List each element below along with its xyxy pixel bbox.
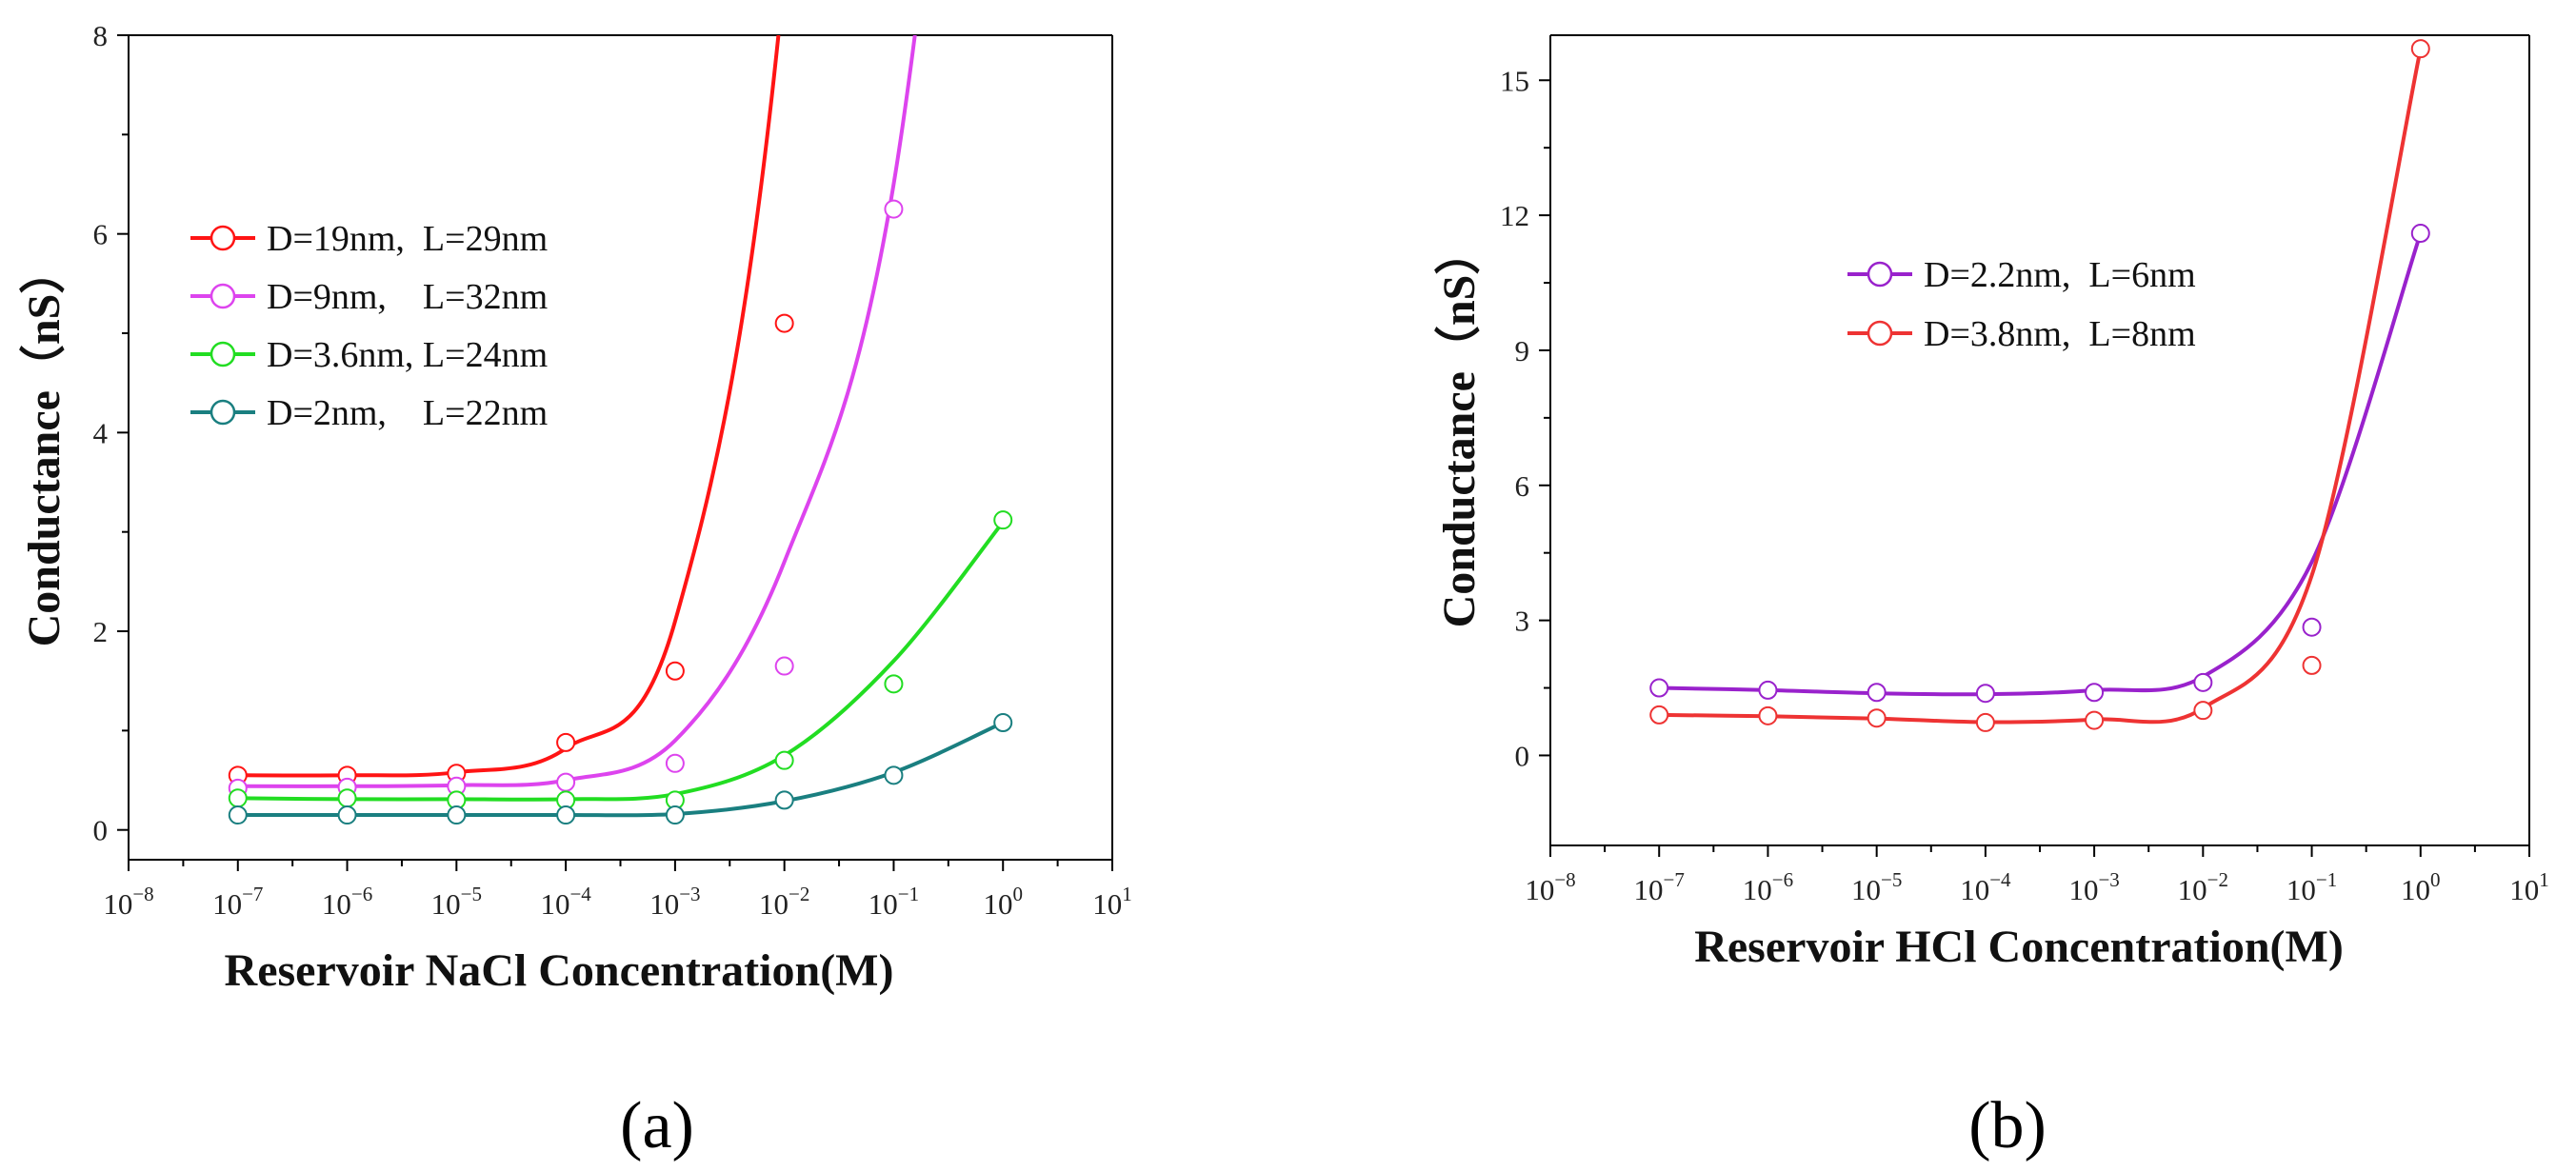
chart-b-data-point bbox=[1975, 684, 1995, 704]
chart-a-x-tick-label: 10−8 bbox=[103, 883, 153, 921]
chart-a-data-point bbox=[884, 765, 904, 785]
chart-b-y-tick-label: 6 bbox=[1515, 469, 1530, 503]
chart-b-data-point bbox=[2193, 672, 2213, 692]
chart-a-legend-label: D=19nm, L=29nm bbox=[267, 219, 548, 259]
chart-a: 10−8 10−7 10−6 10−5 10−4 10−3 10−2 10−1 100 101 0 2… bbox=[19, 19, 1132, 1162]
chart-b-x-tick-label: 10−1 bbox=[2286, 868, 2337, 906]
chart-a-legend-marker bbox=[210, 341, 236, 367]
chart-a-x-tick-label: 10−3 bbox=[649, 883, 700, 921]
chart-a-data-point bbox=[665, 661, 685, 681]
chart-a-y-axis-label: Conductance（nS） bbox=[19, 248, 70, 647]
chart-a-x-axis-label: Reservoir NaCl Concentration(M) bbox=[225, 945, 894, 996]
chart-a-data-point bbox=[774, 790, 794, 810]
chart-b-legend-label: D=2.2nm, L=6nm bbox=[1924, 255, 2196, 295]
chart-b-x-tick-label: 10−6 bbox=[1743, 868, 1793, 906]
chart-a-data-point bbox=[993, 713, 1013, 733]
chart-a-data-point bbox=[774, 313, 794, 333]
chart-a-legend-marker bbox=[210, 283, 236, 309]
chart-a-data-points bbox=[228, 199, 1013, 825]
chart-b-x-tick-label: 101 bbox=[2509, 868, 2549, 906]
chart-b-y-tick-label: 3 bbox=[1515, 605, 1530, 638]
chart-b-y-tick-label: 0 bbox=[1515, 739, 1530, 772]
chart-a-legend-label: D=9nm, L=32nm bbox=[267, 277, 548, 317]
chart-b-legend-label: D=3.8nm, L=8nm bbox=[1924, 314, 2196, 354]
chart-a-y-tick-label: 8 bbox=[93, 19, 109, 52]
chart-a-data-point bbox=[556, 732, 576, 752]
chart-b-data-points bbox=[1649, 39, 2430, 732]
chart-a-data-point bbox=[556, 772, 576, 792]
chart-b-x-tick-label: 10−7 bbox=[1634, 868, 1685, 906]
chart-a-data-point bbox=[665, 805, 685, 825]
chart-a-fit-curve-1 bbox=[237, 35, 917, 788]
chart-a-x-tick-label: 10−2 bbox=[759, 883, 809, 921]
chart-a-y-tick-label: 0 bbox=[93, 814, 109, 847]
chart-b-x-tick-label: 100 bbox=[2401, 868, 2441, 906]
chart-a-x-tick-label: 10−1 bbox=[869, 883, 919, 921]
chart-b-data-point bbox=[2085, 683, 2105, 703]
chart-a-y-tick-label: 2 bbox=[93, 615, 109, 648]
chart-b-data-point bbox=[1649, 678, 1669, 698]
chart-a-data-point bbox=[337, 805, 357, 825]
chart-a-data-point bbox=[884, 674, 904, 694]
chart-a-x-tick-label: 10−6 bbox=[322, 883, 372, 921]
chart-b-x-tick-label: 10−3 bbox=[2068, 868, 2119, 906]
chart-a-legend-marker bbox=[210, 399, 236, 426]
chart-a-legend-marker bbox=[210, 225, 236, 251]
chart-b-data-point bbox=[1649, 705, 1669, 725]
chart-b-data-point bbox=[2410, 39, 2430, 59]
chart-a-data-point bbox=[447, 805, 467, 825]
chart-b-panel-label: (b) bbox=[1968, 1089, 2047, 1162]
chart-a-x-tick-label: 10−7 bbox=[212, 883, 263, 921]
chart-a-data-point bbox=[556, 805, 576, 825]
chart-a-legend-label: D=3.6nm, L=24nm bbox=[267, 335, 548, 375]
chart-b-legend-marker bbox=[1867, 261, 1893, 288]
chart-a-data-point bbox=[774, 750, 794, 770]
chart-b-data-point bbox=[2302, 655, 2322, 675]
chart-b-data-point bbox=[2085, 710, 2105, 730]
chart-b-data-point bbox=[2193, 701, 2213, 721]
chart-b-ticks: 10−8 10−7 10−6 10−5 10−4 10−3 10−2 10−1 100 101 0 3… bbox=[1500, 64, 2549, 906]
chart-b-x-tick-label: 10−2 bbox=[2178, 868, 2228, 906]
chart-a-data-point bbox=[228, 788, 248, 808]
chart-b: 10−8 10−7 10−6 10−5 10−4 10−3 10−2 10−1 100 101 0 3… bbox=[1434, 34, 2549, 1162]
chart-a-legend-label: D=2nm, L=22nm bbox=[267, 393, 548, 433]
chart-a-y-tick-label: 6 bbox=[93, 218, 109, 251]
chart-a-x-tick-label: 10−4 bbox=[540, 883, 591, 921]
chart-b-x-tick-label: 10−8 bbox=[1525, 868, 1575, 906]
chart-b-data-point bbox=[1975, 712, 1995, 732]
chart-a-fit-curve-0 bbox=[237, 35, 781, 778]
chart-b-legend: D=2.2nm, L=6nm D=3.8nm, L=8nm bbox=[1847, 255, 2196, 354]
chart-b-fit-curve-1 bbox=[1659, 48, 2423, 725]
chart-a-data-point bbox=[774, 656, 794, 676]
chart-a-x-tick-label: 10−5 bbox=[431, 883, 482, 921]
chart-a-data-point bbox=[884, 199, 904, 219]
chart-b-x-tick-label: 10−5 bbox=[1851, 868, 1902, 906]
chart-b-data-point bbox=[2302, 617, 2322, 637]
chart-b-data-point bbox=[2410, 224, 2430, 244]
chart-b-y-tick-label: 12 bbox=[1500, 199, 1529, 232]
chart-a-data-point bbox=[228, 805, 248, 825]
chart-b-data-point bbox=[1758, 705, 1778, 725]
chart-b-y-axis-label: Conductance（nS） bbox=[1434, 229, 1485, 628]
chart-a-y-tick-label: 4 bbox=[93, 416, 109, 449]
chart-a-fit-curve-2 bbox=[237, 521, 1005, 802]
chart-a-legend: D=19nm, L=29nm D=9nm, L=32nm D=3.6nm, L=24… bbox=[190, 219, 548, 433]
chart-b-data-point bbox=[1758, 680, 1778, 700]
chart-b-legend-marker bbox=[1867, 320, 1893, 347]
chart-a-data-point bbox=[665, 753, 685, 773]
chart-a-panel-label: (a) bbox=[620, 1089, 694, 1162]
chart-b-y-tick-label: 9 bbox=[1515, 334, 1530, 367]
chart-b-data-point bbox=[1867, 683, 1887, 703]
chart-b-x-tick-label: 10−4 bbox=[1960, 868, 2011, 906]
chart-b-x-axis-label: Reservoir HCl Concentration(M) bbox=[1694, 922, 2344, 972]
chart-a-x-tick-label: 101 bbox=[1092, 883, 1132, 921]
chart-a-x-tick-label: 100 bbox=[983, 883, 1023, 921]
chart-a-data-point bbox=[993, 510, 1013, 530]
chart-a-data-point bbox=[337, 788, 357, 808]
chart-b-data-point bbox=[1867, 708, 1887, 728]
chart-b-y-tick-label: 15 bbox=[1500, 64, 1529, 97]
